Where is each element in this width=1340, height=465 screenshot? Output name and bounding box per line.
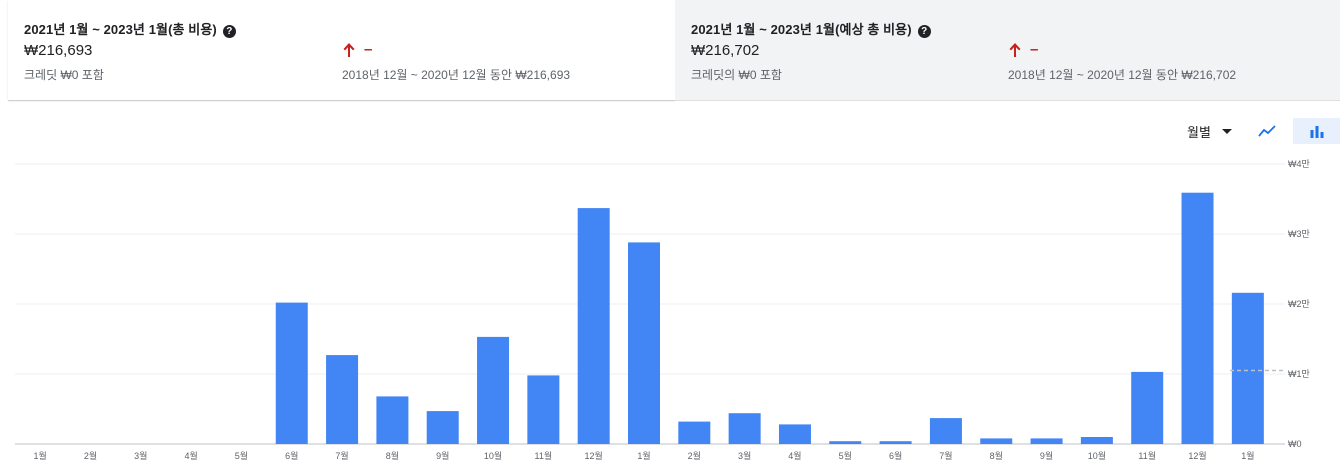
period-dropdown-label: 월별 — [1187, 125, 1211, 140]
x-tick-label: 10월 — [1088, 450, 1106, 461]
x-tick-label: 8월 — [990, 450, 1003, 461]
x-tick-label: 4월 — [788, 450, 801, 461]
help-icon[interactable]: ? — [222, 25, 236, 38]
bar — [477, 336, 510, 444]
bar — [879, 441, 912, 444]
bar — [678, 421, 711, 444]
forecast-cost-card[interactable]: 2021년 1월 ~ 2023년 1월(예상 총 비용)? ₩216,702 크… — [675, 0, 1340, 100]
x-tick-label: 9월 — [1040, 450, 1053, 461]
cost-summary-panel: 2021년 1월 ~ 2023년 1월(총 비용)? ₩216,693 크레딧 … — [8, 0, 1340, 101]
bar — [1181, 192, 1214, 444]
period-dropdown[interactable]: 월별 — [1187, 122, 1232, 141]
y-tick-label: ₩0 — [1288, 439, 1302, 449]
y-tick-label: ₩3만 — [1288, 229, 1310, 239]
x-tick-label: 1월 — [1241, 450, 1254, 461]
y-tick-label: ₩4만 — [1288, 159, 1310, 169]
bar — [1231, 292, 1264, 444]
actual-trend-value: – — [364, 41, 373, 58]
actual-cost-title-text: 2021년 1월 ~ 2023년 1월(총 비용) — [24, 22, 217, 37]
help-icon[interactable]: ? — [917, 25, 931, 38]
arrow-up-icon — [1009, 42, 1021, 57]
y-tick-label: ₩2만 — [1288, 299, 1310, 309]
x-tick-label: 6월 — [285, 450, 298, 461]
x-tick-label: 10월 — [484, 450, 502, 461]
bar-chart-icon — [1310, 125, 1323, 138]
bar — [1030, 438, 1063, 444]
x-tick-label: 1월 — [34, 450, 47, 461]
forecast-credit-note: 크레딧의 ₩0 포함 — [691, 68, 782, 82]
forecast-cost-amount: ₩216,702 — [691, 42, 760, 59]
x-tick-label: 4월 — [184, 450, 197, 461]
line-chart-icon — [1258, 125, 1276, 137]
actual-cost-card[interactable]: 2021년 1월 ~ 2023년 1월(총 비용)? ₩216,693 크레딧 … — [8, 0, 675, 100]
bar — [326, 355, 359, 444]
x-tick-label: 6월 — [889, 450, 902, 461]
x-tick-label: 1월 — [637, 450, 650, 461]
x-tick-label: 3월 — [134, 450, 147, 461]
bar — [1080, 437, 1113, 444]
forecast-cost-title: 2021년 1월 ~ 2023년 1월(예상 총 비용)? — [691, 19, 931, 38]
x-tick-label: 11월 — [1138, 450, 1156, 461]
actual-cost-amount: ₩216,693 — [24, 42, 93, 59]
x-tick-label: 2월 — [688, 450, 701, 461]
caret-down-icon — [1221, 129, 1232, 134]
bar — [728, 413, 761, 444]
bar — [628, 242, 660, 444]
line-chart-toggle-button[interactable] — [1252, 118, 1282, 144]
actual-cost-title: 2021년 1월 ~ 2023년 1월(총 비용)? — [24, 19, 236, 38]
forecast-trend-value: – — [1030, 41, 1039, 58]
y-tick-label: ₩1만 — [1288, 369, 1310, 379]
forecast-comparison-text: 2018년 12월 ~ 2020년 12월 동안 ₩216,702 — [1008, 68, 1237, 82]
bar — [929, 418, 962, 444]
bar — [275, 302, 308, 444]
arrow-up-icon — [343, 42, 355, 57]
actual-trend-indicator: – — [342, 41, 372, 58]
x-tick-label: 5월 — [839, 450, 852, 461]
bar — [577, 208, 610, 444]
actual-comparison-text: 2018년 12월 ~ 2020년 12월 동안 ₩216,693 — [342, 68, 571, 82]
bar-chart-toggle-button[interactable] — [1293, 118, 1340, 144]
x-tick-label: 12월 — [585, 450, 603, 461]
x-tick-label: 3월 — [738, 450, 751, 461]
x-tick-label: 5월 — [235, 450, 248, 461]
bar — [829, 441, 862, 444]
actual-credit-note: 크레딧 ₩0 포함 — [24, 68, 104, 82]
forecast-trend-indicator: – — [1008, 41, 1038, 58]
bar — [778, 424, 811, 444]
x-tick-label: 7월 — [335, 450, 348, 461]
x-tick-label: 11월 — [535, 450, 553, 461]
bar — [376, 396, 409, 444]
x-tick-label: 2월 — [84, 450, 97, 461]
forecast-cost-title-text: 2021년 1월 ~ 2023년 1월(예상 총 비용) — [691, 22, 912, 37]
bar — [527, 375, 560, 444]
x-tick-label: 7월 — [939, 450, 952, 461]
x-tick-label: 9월 — [436, 450, 449, 461]
bar — [1131, 371, 1164, 444]
bar — [980, 438, 1013, 444]
bar — [426, 411, 459, 444]
x-tick-label: 8월 — [386, 450, 399, 461]
x-tick-label: 12월 — [1188, 450, 1206, 461]
